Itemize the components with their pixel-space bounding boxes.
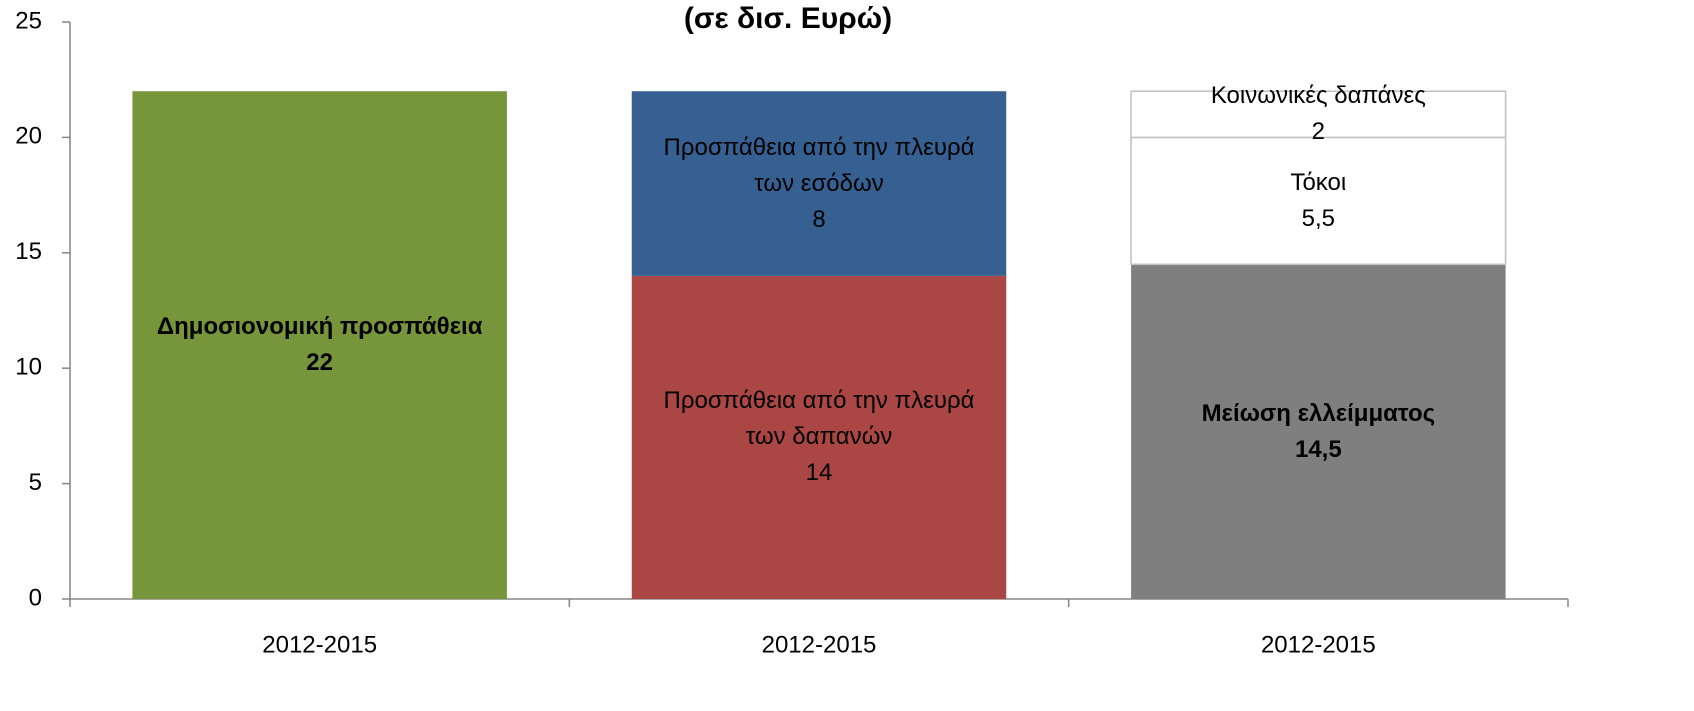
segment-value: 14,5 (1294, 435, 1342, 463)
segment-name: Προσπάθεια από την πλευρά των δαπανών (663, 387, 975, 451)
segment-value: 8 (812, 205, 826, 233)
bar-segment (132, 91, 507, 600)
segment-name: Προσπάθεια από την πλευρά των εσόδων (663, 133, 975, 197)
bar-segment (631, 91, 1007, 276)
data-label: Προσπάθεια από την πλευρά των εσόδων 8 (654, 130, 984, 238)
data-label: Τόκοι 5,5 (1153, 165, 1483, 237)
data-label: Δημοσιονομική προσπάθεια 22 (155, 309, 485, 381)
segment-name: Τόκοι (1290, 168, 1347, 196)
x-tick-label: 2012-2015 (762, 631, 877, 658)
segment-name: Κοινωνικές δαπάνες (1210, 82, 1426, 110)
y-tick-label: 25 (15, 7, 42, 34)
y-tick-label: 5 (29, 469, 42, 496)
x-tick-label: 2012-2015 (1261, 631, 1376, 658)
bar-segment (1130, 136, 1507, 266)
segment-value: 2 (1311, 118, 1325, 146)
x-tick-label: 2012-2015 (262, 631, 377, 658)
y-tick-label: 20 (15, 123, 42, 150)
segment-name: Δημοσιονομική προσπάθεια (156, 313, 483, 341)
data-label: Μείωση ελλείμματος 14,5 (1153, 396, 1483, 468)
bar-segment (1130, 90, 1507, 139)
segment-value: 5,5 (1301, 204, 1336, 232)
bar-segment (1131, 264, 1506, 599)
chart-title: (σε δισ. Ευρώ) (684, 2, 892, 35)
y-tick-label: 15 (15, 238, 42, 265)
segment-value: 14 (805, 459, 833, 487)
data-label: Κοινωνικές δαπάνες 2 (1153, 78, 1483, 150)
bar-segment (631, 275, 1007, 599)
y-tick-label: 0 (29, 584, 42, 611)
data-label: Προσπάθεια από την πλευρά των δαπανών 14 (654, 383, 984, 491)
segment-name: Μείωση ελλείμματος (1201, 399, 1436, 427)
y-tick-label: 10 (15, 354, 42, 381)
segment-value: 22 (306, 349, 333, 377)
